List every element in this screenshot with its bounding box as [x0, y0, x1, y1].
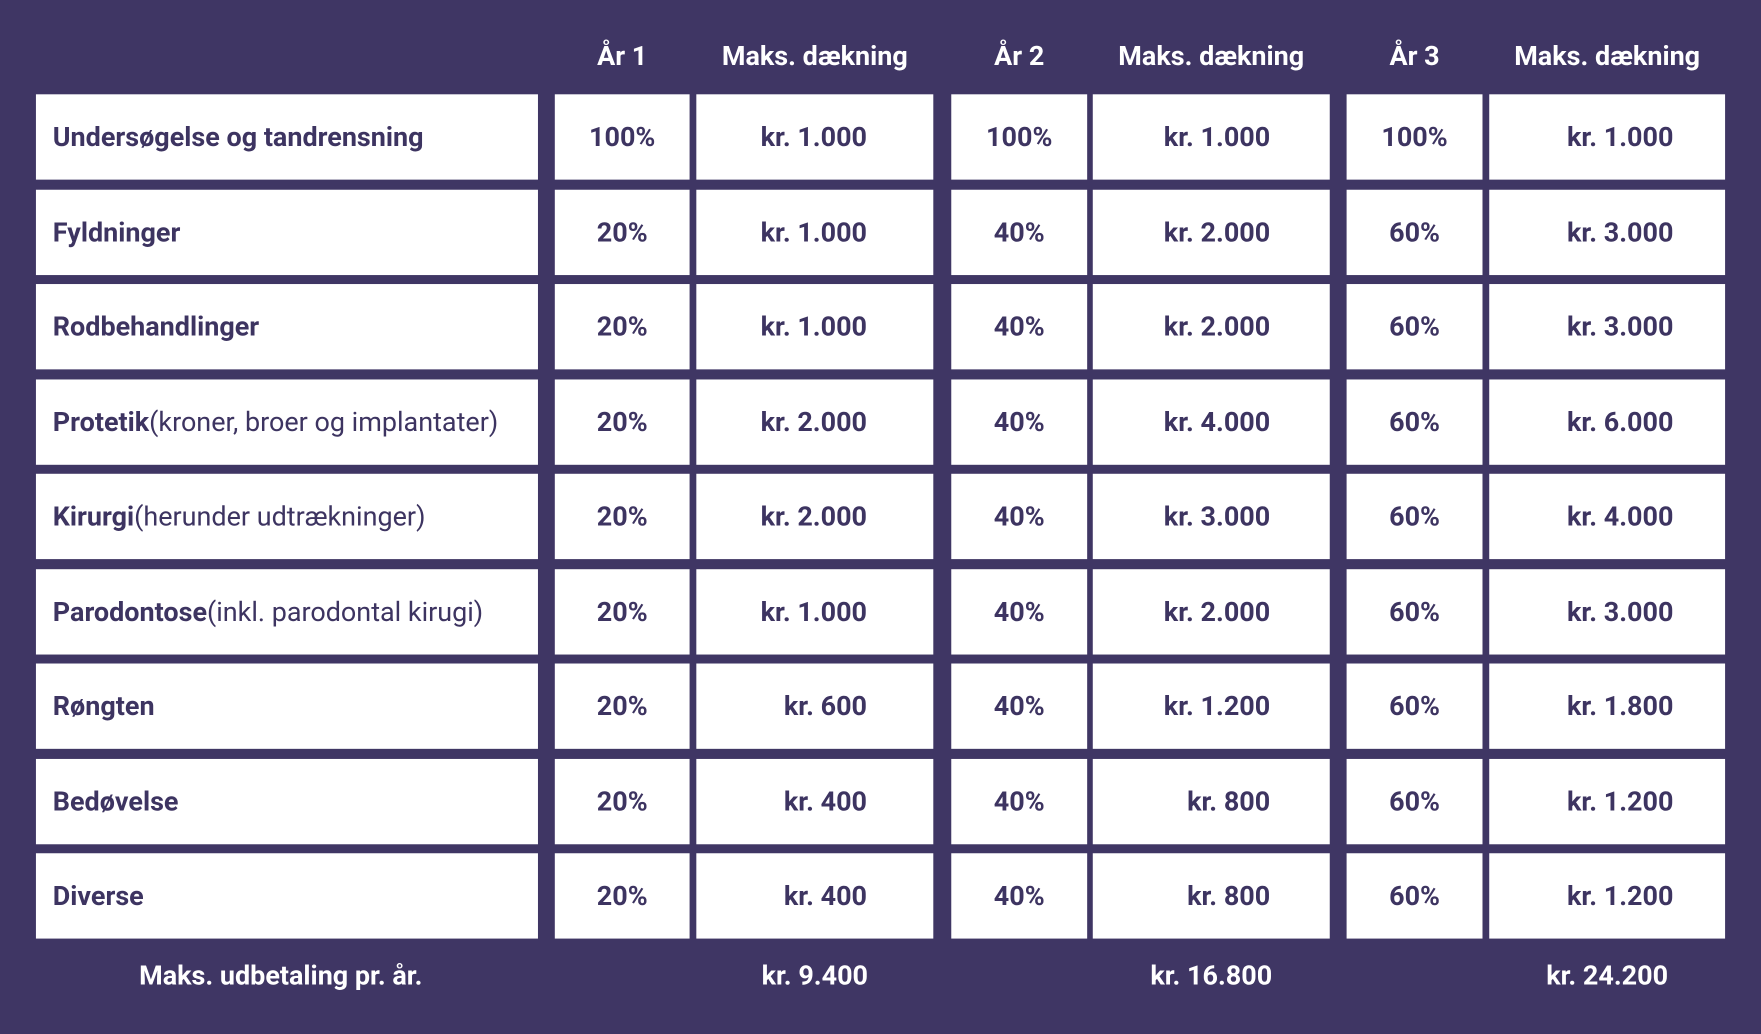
row-name: Protetik [52, 405, 150, 438]
cell: kr. 4.000 [1092, 378, 1330, 465]
cell: 20% [554, 473, 690, 560]
cell: 40% [951, 189, 1088, 275]
cell: 60% [1346, 189, 1483, 275]
cell: 60% [1346, 568, 1483, 654]
cell: 20% [554, 758, 690, 844]
row-note: (kroner, broer og implantater) [149, 405, 499, 438]
row-label: Protetik (kroner, broer og implantater) [35, 378, 538, 465]
column-header: Maks. dækning [721, 40, 908, 72]
cell: 20% [554, 378, 690, 465]
column-header: Maks. dækning [1118, 40, 1305, 72]
cell: kr. 800 [1092, 853, 1330, 939]
cell: 40% [951, 378, 1088, 465]
footer-total: kr. 16.800 [1150, 959, 1273, 992]
cell: kr. 4.000 [1489, 473, 1726, 560]
cell: kr. 6.000 [1489, 378, 1726, 465]
cell: 60% [1346, 663, 1483, 749]
cell: 20% [554, 853, 690, 939]
cell: 20% [554, 663, 690, 749]
cell: 20% [554, 189, 690, 275]
row-name: Diverse [52, 880, 144, 912]
cell: kr. 1.200 [1489, 853, 1726, 939]
column-header: År 3 [1389, 40, 1440, 72]
cell: kr. 2.000 [1092, 568, 1330, 654]
cell: 20% [554, 284, 690, 370]
row-name: Fyldninger [52, 216, 181, 248]
cell: kr. 2.000 [1092, 189, 1330, 275]
row-label: Diverse [35, 853, 538, 939]
cell: 40% [951, 853, 1088, 939]
cell: 100% [554, 94, 690, 180]
cell: kr. 1.000 [696, 568, 934, 654]
row-label: Rodbehandlinger [35, 284, 538, 370]
cell: 100% [951, 94, 1088, 180]
row-note: (inkl. parodontal kirugi) [207, 595, 484, 628]
cell: 60% [1346, 853, 1483, 939]
column-header: År 1 [597, 40, 648, 72]
row-name: Parodontose [52, 595, 208, 628]
row-name: Rodbehandlinger [52, 310, 260, 343]
footer-label: Maks. udbetaling pr. år. [139, 959, 423, 992]
cell: kr. 1.000 [696, 189, 934, 275]
row-name: Kirurgi [52, 500, 135, 533]
cell: 40% [951, 758, 1088, 844]
column-header: År 2 [994, 40, 1045, 72]
row-label: Bedøvelse [35, 758, 538, 844]
cell: kr. 2.000 [696, 473, 934, 560]
cell: 40% [951, 473, 1088, 560]
row-name: Bedøvelse [52, 785, 179, 817]
row-label: Parodontose (inkl. parodontal kirugi) [35, 568, 538, 654]
cell: 100% [1346, 94, 1483, 180]
cell: kr. 1.200 [1489, 758, 1726, 844]
cell: kr. 600 [696, 663, 934, 749]
cell: 40% [951, 568, 1088, 654]
row-name: Røngten [52, 690, 155, 722]
cell: kr. 1.000 [696, 284, 934, 370]
cell: kr. 1.000 [696, 94, 934, 180]
cell: kr. 1.000 [1092, 94, 1330, 180]
cell: 60% [1346, 284, 1483, 370]
row-label: Fyldninger [35, 189, 538, 275]
cell: kr. 1.800 [1489, 663, 1726, 749]
footer-total: kr. 24.200 [1546, 959, 1669, 992]
cell: kr. 400 [696, 853, 934, 939]
row-label: Røngten [35, 663, 538, 749]
row-label: Undersøgelse og tandrensning [35, 94, 538, 180]
row-label: Kirurgi (herunder udtrækninger) [35, 473, 538, 560]
footer-total: kr. 9.400 [761, 959, 869, 992]
row-note: (herunder udtrækninger) [134, 500, 426, 533]
cell: kr. 1.000 [1489, 94, 1726, 180]
cell: 60% [1346, 473, 1483, 560]
cell: kr. 2.000 [1092, 284, 1330, 370]
cell: 60% [1346, 758, 1483, 844]
cell: kr. 3.000 [1489, 568, 1726, 654]
cell: kr. 800 [1092, 758, 1330, 844]
cell: kr. 3.000 [1489, 189, 1726, 275]
cell: kr. 400 [696, 758, 934, 844]
cell: 40% [951, 663, 1088, 749]
cell: 60% [1346, 378, 1483, 465]
cell: kr. 1.200 [1092, 663, 1330, 749]
cell: kr. 2.000 [696, 378, 934, 465]
cell: kr. 3.000 [1092, 473, 1330, 560]
column-header: Maks. dækning [1514, 40, 1701, 72]
cell: kr. 3.000 [1489, 284, 1726, 370]
cell: 40% [951, 284, 1088, 370]
cell: 20% [554, 568, 690, 654]
row-name: Undersøgelse og tandrensning [52, 121, 424, 153]
